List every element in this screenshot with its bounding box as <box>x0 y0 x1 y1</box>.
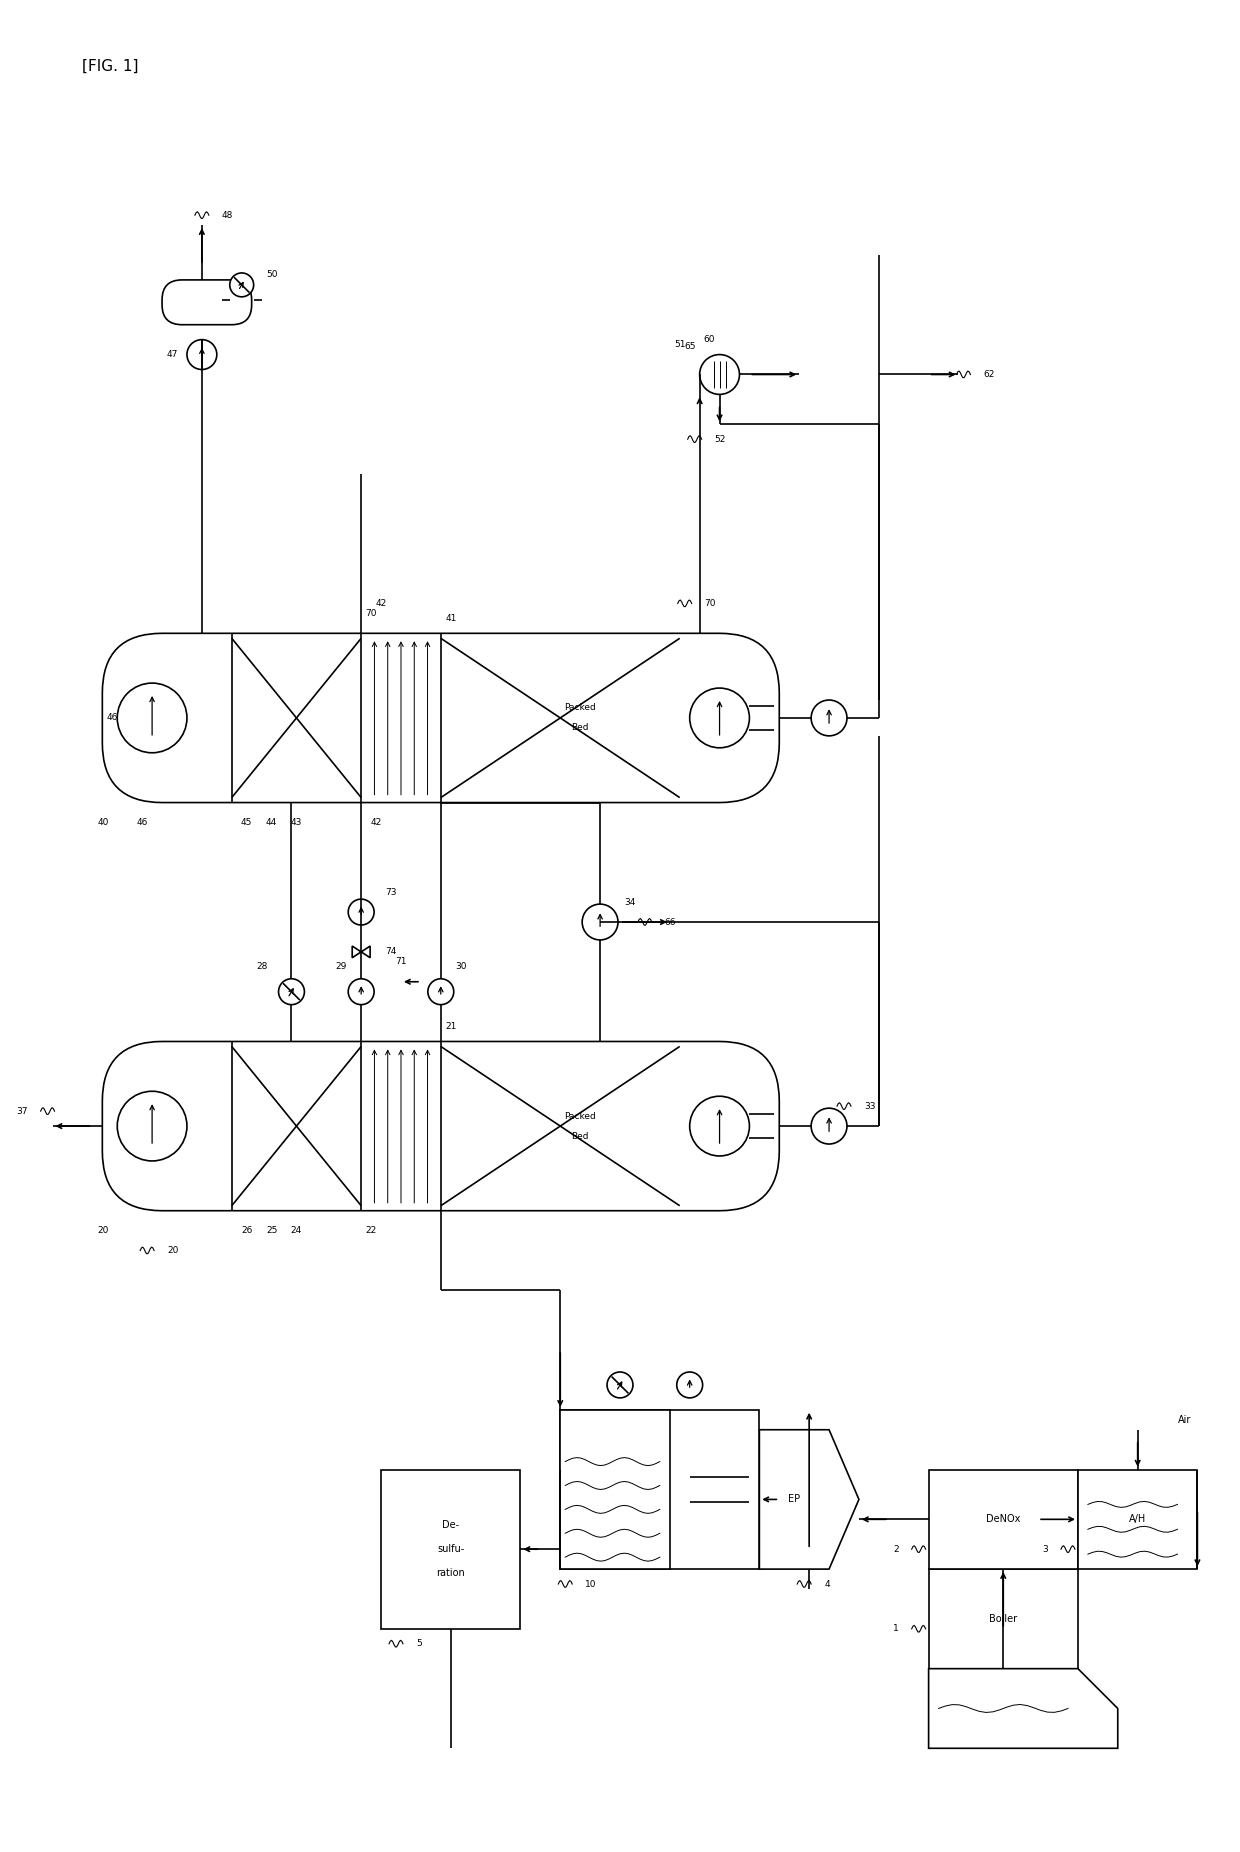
Text: 28: 28 <box>255 963 268 970</box>
Text: [FIG. 1]: [FIG. 1] <box>82 59 139 74</box>
Text: 50: 50 <box>265 270 278 280</box>
FancyBboxPatch shape <box>103 1041 779 1211</box>
Text: 10: 10 <box>585 1580 596 1589</box>
Text: 37: 37 <box>16 1107 27 1115</box>
Text: 46: 46 <box>136 819 148 828</box>
Text: Packed: Packed <box>564 1111 596 1120</box>
Text: 22: 22 <box>366 1226 377 1235</box>
Text: 43: 43 <box>290 819 303 828</box>
Circle shape <box>811 700 847 735</box>
Text: 71: 71 <box>396 957 407 967</box>
Text: 2: 2 <box>893 1545 899 1554</box>
Circle shape <box>187 339 217 370</box>
Text: 45: 45 <box>241 819 253 828</box>
Text: 33: 33 <box>864 1102 875 1111</box>
Text: 34: 34 <box>624 898 636 907</box>
Text: 20: 20 <box>167 1246 179 1256</box>
Text: Air: Air <box>1178 1415 1190 1424</box>
Circle shape <box>348 898 374 924</box>
Text: De-: De- <box>443 1520 459 1530</box>
Text: Boiler: Boiler <box>990 1613 1017 1624</box>
FancyBboxPatch shape <box>103 633 779 802</box>
Circle shape <box>428 978 454 1004</box>
Circle shape <box>118 1091 187 1161</box>
Text: A/H: A/H <box>1130 1515 1146 1524</box>
Text: 41: 41 <box>445 613 456 622</box>
Text: 48: 48 <box>222 211 233 220</box>
Text: 3: 3 <box>1043 1545 1048 1554</box>
Circle shape <box>689 1096 749 1156</box>
Text: 62: 62 <box>983 370 994 380</box>
Text: Packed: Packed <box>564 704 596 713</box>
Text: sulfu-: sulfu- <box>438 1545 465 1554</box>
Polygon shape <box>759 1430 859 1569</box>
FancyBboxPatch shape <box>162 280 252 324</box>
Text: 1: 1 <box>893 1624 899 1633</box>
Text: 5: 5 <box>415 1639 422 1648</box>
Circle shape <box>608 1372 632 1398</box>
Text: 66: 66 <box>665 917 676 926</box>
Circle shape <box>279 978 305 1004</box>
Text: 52: 52 <box>714 435 725 444</box>
Text: 74: 74 <box>386 948 397 956</box>
Text: 20: 20 <box>98 1226 109 1235</box>
Text: 73: 73 <box>386 887 397 896</box>
Bar <box>929 1569 1078 1669</box>
Polygon shape <box>929 1669 1117 1748</box>
Text: 44: 44 <box>265 819 278 828</box>
Text: 60: 60 <box>704 335 715 344</box>
Text: 24: 24 <box>291 1226 303 1235</box>
Circle shape <box>677 1372 703 1398</box>
Bar <box>929 1469 1078 1569</box>
Circle shape <box>229 272 254 296</box>
Text: 30: 30 <box>455 963 466 970</box>
Bar <box>560 1409 670 1569</box>
Text: Bed: Bed <box>572 1132 589 1141</box>
Text: 42: 42 <box>371 819 382 828</box>
Text: 70: 70 <box>366 609 377 619</box>
Polygon shape <box>352 946 370 957</box>
Text: 46: 46 <box>107 713 118 722</box>
Text: Bed: Bed <box>572 724 589 732</box>
Text: 21: 21 <box>445 1022 456 1032</box>
Text: 25: 25 <box>265 1226 278 1235</box>
Text: 29: 29 <box>336 963 347 970</box>
Text: 4: 4 <box>825 1580 830 1589</box>
Text: ration: ration <box>436 1569 465 1578</box>
Bar <box>381 1469 521 1630</box>
Circle shape <box>348 978 374 1004</box>
Text: 51: 51 <box>675 341 686 350</box>
Text: 47: 47 <box>167 350 179 359</box>
Text: 40: 40 <box>98 819 109 828</box>
Circle shape <box>689 689 749 748</box>
Text: 26: 26 <box>241 1226 253 1235</box>
Bar <box>560 1409 759 1569</box>
Bar <box>1078 1469 1198 1569</box>
Circle shape <box>699 354 739 394</box>
Circle shape <box>582 904 618 941</box>
Text: EP: EP <box>789 1495 800 1504</box>
Text: DeNOx: DeNOx <box>986 1515 1021 1524</box>
Circle shape <box>118 683 187 752</box>
Text: 70: 70 <box>704 598 717 607</box>
Text: 65: 65 <box>684 343 696 352</box>
Text: 42: 42 <box>376 598 387 607</box>
Circle shape <box>811 1107 847 1145</box>
